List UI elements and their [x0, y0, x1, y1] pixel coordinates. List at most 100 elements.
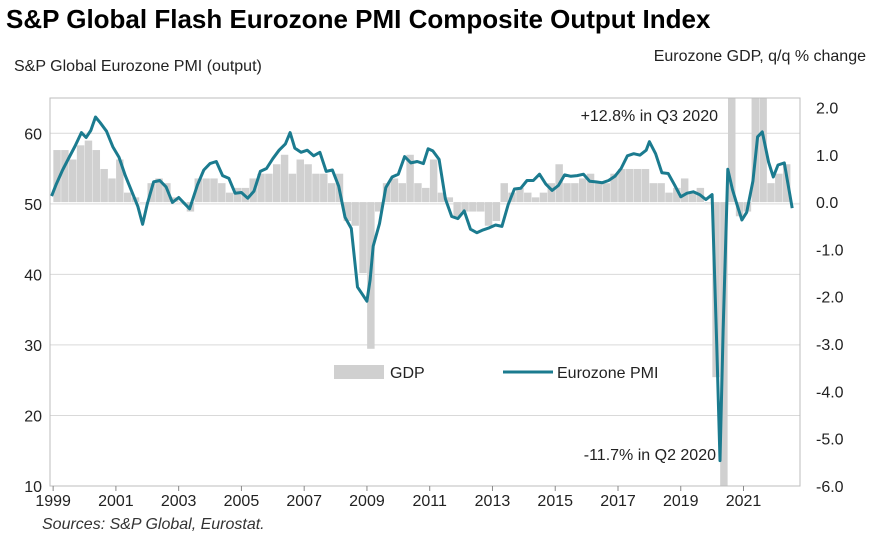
gdp-bar [680, 178, 689, 203]
right-tick-label: -1.0 [816, 242, 844, 259]
gdp-bar [304, 164, 312, 203]
x-tick-label: 2005 [224, 493, 260, 510]
gdp-bar [445, 197, 454, 203]
gdp-bar [484, 202, 493, 226]
left-axis-title: S&P Global Eurozone PMI (output) [14, 58, 262, 75]
gdp-bar [359, 202, 367, 274]
gdp-bar [633, 168, 642, 203]
gdp-bar [139, 202, 148, 203]
right-tick-label: -6.0 [816, 479, 844, 496]
gdp-bar [272, 164, 281, 203]
right-tick-label: -4.0 [816, 384, 844, 401]
gdp-bar [390, 178, 399, 203]
right-tick-label: 0.0 [816, 195, 838, 212]
gdp-bar [414, 183, 422, 203]
gdp-bar [53, 150, 61, 203]
x-tick-label: 2011 [413, 493, 448, 510]
gdp-bar [398, 183, 406, 203]
x-tick-label: 2013 [475, 493, 511, 510]
gdp-bar [437, 192, 446, 203]
x-tick-label: 2009 [349, 493, 385, 510]
gdp-bar [202, 178, 210, 203]
chart-title: S&P Global Flash Eurozone PMI Composite … [6, 4, 711, 34]
x-tick-label: 2017 [600, 493, 636, 510]
left-tick-label: 40 [24, 267, 42, 284]
gdp-bar [296, 159, 304, 203]
x-tick-label: 2019 [663, 493, 699, 510]
right-tick-label: 1.0 [816, 148, 838, 165]
legend-gdp-label: GDP [390, 365, 425, 382]
axis-ticks: 10 20 30 40 50 60 2.0 1.0 0.0 -1.0 -2.0 -3.0 -4.0 -5.… [24, 100, 843, 510]
gdp-bar [257, 173, 265, 203]
legend: GDP Eurozone PMI [334, 365, 658, 382]
gdp-bar [116, 159, 124, 203]
gdp-bar [351, 202, 359, 226]
gdp-bar [155, 178, 163, 203]
annotation-low: -11.7% in Q2 2020 [584, 447, 716, 464]
gdp-bar [602, 183, 610, 203]
gdp-bar [539, 192, 548, 203]
x-tick-label: 2015 [537, 493, 573, 510]
gdp-bar [461, 202, 469, 212]
gdp-bar [194, 178, 203, 203]
gdp-bar [728, 98, 736, 203]
gdp-bar [586, 173, 595, 203]
right-tick-label: -5.0 [816, 432, 844, 449]
gdp-bar [69, 159, 77, 203]
legend-pmi-label: Eurozone PMI [557, 365, 658, 382]
right-tick-label: -3.0 [816, 337, 844, 354]
gdp-bar [327, 183, 336, 203]
gdp-bars [53, 98, 791, 486]
gdp-bar [516, 187, 524, 203]
x-tick-label: 2001 [98, 493, 134, 510]
left-tick-label: 20 [24, 408, 42, 425]
right-tick-label: 2.0 [816, 100, 838, 117]
source-note: Sources: S&P Global, Eurostat. [42, 516, 265, 533]
gdp-bar [649, 183, 658, 203]
left-tick-label: 50 [24, 197, 42, 214]
legend-gdp-swatch [334, 365, 384, 379]
gdp-bar [492, 202, 501, 222]
gdp-bar [225, 192, 234, 203]
plot-frame [49, 97, 801, 487]
gdp-bar [563, 183, 571, 203]
gdp-bar [453, 202, 461, 217]
gdp-bar [524, 192, 532, 203]
right-tick-label: -2.0 [816, 290, 844, 307]
gdp-bar [476, 202, 485, 212]
gdp-bar [343, 202, 352, 222]
gdp-bar [571, 183, 579, 203]
gdp-bar [775, 173, 783, 203]
gdp-bar [92, 150, 101, 203]
gdp-bar [288, 173, 297, 203]
gdp-bar [84, 140, 93, 203]
gdp-bar [610, 173, 618, 203]
gdp-bar [429, 159, 438, 203]
gdp-bar [500, 183, 508, 203]
gdp-bar [688, 192, 697, 203]
gdp-bar [76, 145, 85, 203]
gdp-bar [406, 154, 414, 203]
gdp-bar [759, 98, 767, 203]
gdp-bar [547, 183, 556, 203]
gdp-bar [704, 202, 712, 203]
gdp-bar [626, 168, 634, 203]
gdp-bar [422, 187, 430, 203]
gdp-bar [469, 202, 477, 212]
x-tick-label: 2021 [726, 493, 762, 510]
gdp-bar [218, 183, 226, 203]
gdp-bar [578, 178, 587, 203]
gdp-bar [374, 202, 383, 212]
gdp-bar [280, 154, 289, 203]
gdp-bar [673, 187, 681, 203]
gdp-bar [594, 183, 603, 203]
annotation-high: +12.8% in Q3 2020 [581, 108, 719, 125]
gdp-bar [265, 173, 273, 203]
gdp-bar [657, 183, 665, 203]
pmi-line [50, 115, 794, 463]
gdp-bar [382, 183, 391, 203]
gdp-bar [312, 173, 320, 203]
gdp-bar [61, 150, 69, 203]
x-tick-label: 1999 [35, 493, 71, 510]
